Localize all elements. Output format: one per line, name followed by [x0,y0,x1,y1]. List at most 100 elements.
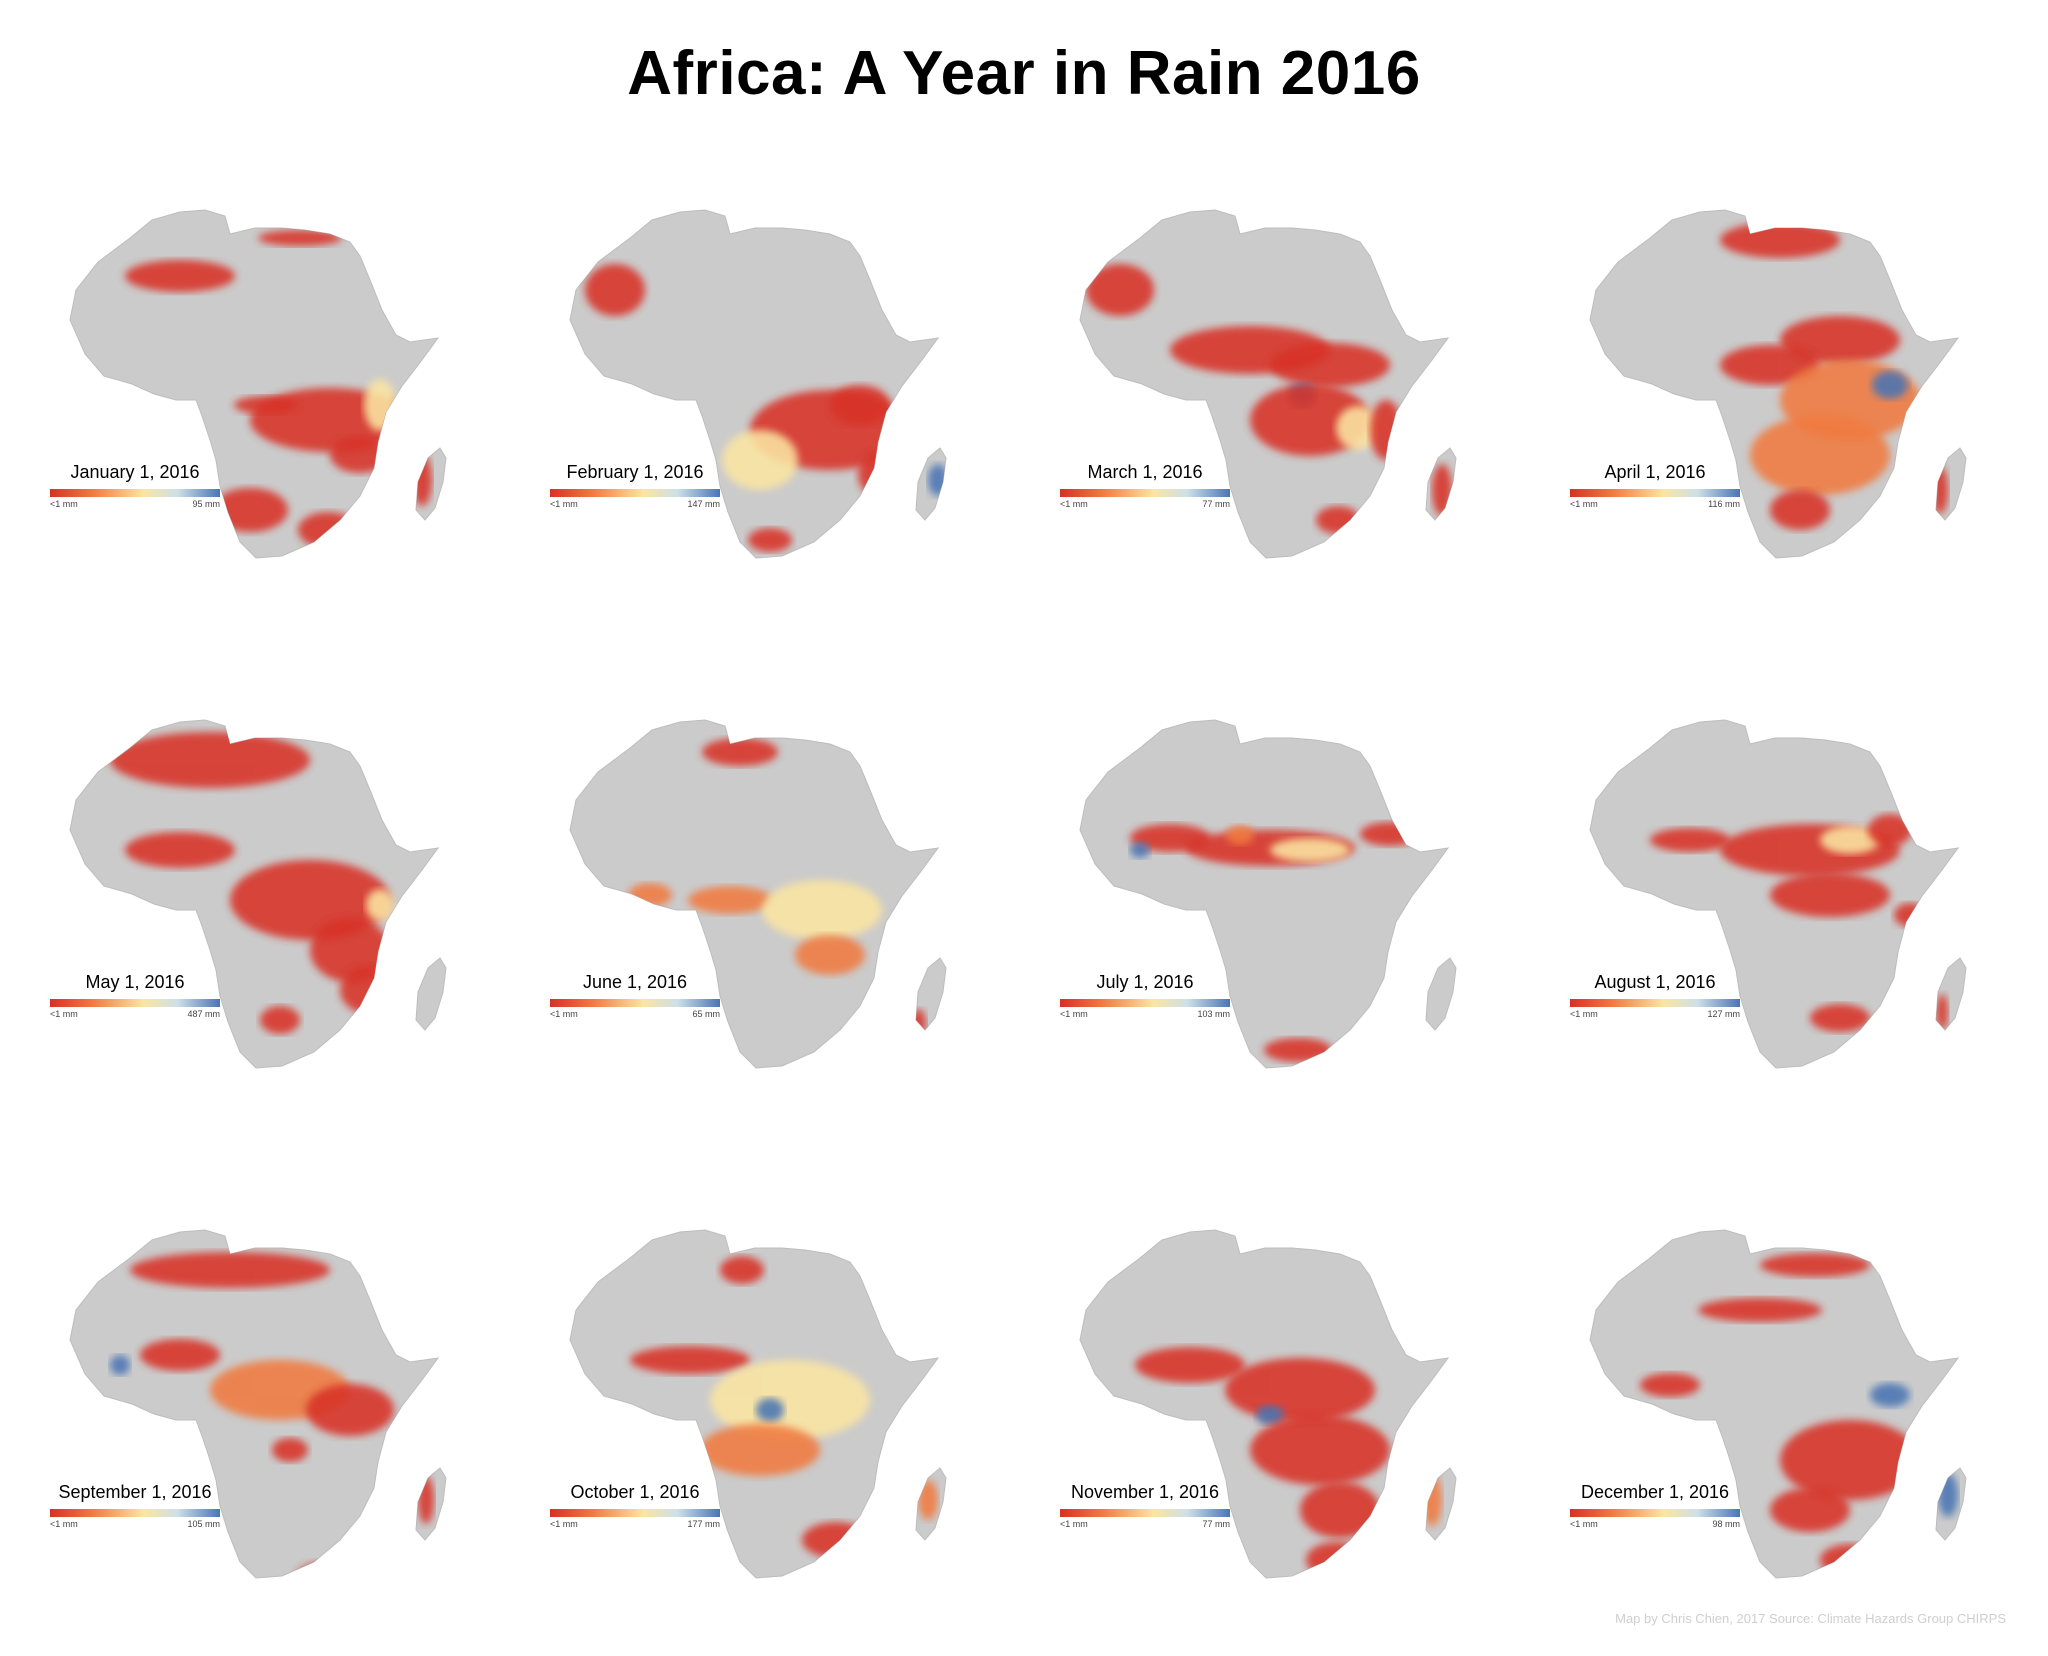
rainfall-area [1780,316,1900,364]
rainfall-area [1422,1474,1442,1526]
rainfall-area [1640,1373,1700,1397]
legend-color-ramp [50,999,220,1007]
legend-max-label: 77 mm [1202,499,1230,509]
rainfall-area [295,1562,355,1578]
rainfall-layer [1086,264,1452,534]
legend-date: April 1, 2016 [1604,462,1706,482]
rainfall-area [110,1355,130,1375]
rainfall-area [1086,264,1154,316]
legend-min-label: <1 mm [1570,499,1598,509]
rain-legend: August 1, 2016 <1 mm 127 mm [1570,972,1740,1021]
rainfall-layer [1650,814,1948,1032]
rainfall-area [1770,873,1890,917]
legend-color-ramp [1060,1509,1230,1517]
map-panel: March 1, 2016 <1 mm 77 mm [1040,190,1500,600]
map-panel: December 1, 2016 <1 mm 98 mm [1550,1210,2010,1620]
rainfall-area [340,966,400,1014]
page-title: Africa: A Year in Rain 2016 [627,39,1421,108]
legend-date: August 1, 2016 [1594,972,1716,992]
madagascar-landmass [415,957,447,1031]
rain-legend: February 1, 2016 <1 mm 147 mm [550,462,720,511]
rain-map [569,719,947,1069]
rainfall-area [260,1006,300,1034]
rainfall-area [585,264,645,316]
rainfall-area [1225,1358,1375,1422]
rainfall-area [756,1398,784,1422]
rain-map [569,1229,947,1579]
rainfall-area [702,738,778,766]
legend-min-label: <1 mm [50,1519,78,1529]
legend-max-label: 103 mm [1197,1009,1230,1019]
rainfall-area [258,230,342,246]
legend-date: March 1, 2016 [1087,462,1203,482]
rainfall-area [720,1256,764,1284]
rainfall-area [1306,1542,1366,1578]
legend-min-label: <1 mm [550,1519,578,1529]
rainfall-area [1938,1473,1958,1517]
legend-max-label: 147 mm [687,499,720,509]
rainfall-area [1698,1298,1822,1322]
legend-max-label: 116 mm [1708,499,1740,509]
legend-min-label: <1 mm [1060,499,1088,509]
rainfall-area [1770,490,1830,530]
rainfall-area [1872,371,1908,399]
rain-legend: September 1, 2016 <1 mm 105 mm [50,1482,220,1531]
rainfall-area [1720,345,1820,385]
rainfall-area [1130,842,1150,858]
rainfall-area [412,454,432,506]
rainfall-area [1250,1415,1390,1485]
rain-map [569,209,947,559]
map-panel: April 1, 2016 <1 mm 116 mm [1550,190,2010,600]
legend-max-label: 105 mm [187,1519,220,1529]
legend-min-label: <1 mm [50,1009,78,1019]
legend-date: November 1, 2016 [1070,1482,1220,1502]
rainfall-area [1870,1383,1910,1407]
map-panel: August 1, 2016 <1 mm 127 mm [1550,700,2010,1110]
legend-max-label: 127 mm [1707,1009,1740,1019]
legend-color-ramp [50,489,220,497]
rainfall-area [298,512,358,548]
legend-min-label: <1 mm [550,1009,578,1019]
rainfall-area [1750,415,1890,495]
rainfall-area [140,1339,220,1371]
source-credit: Map by Chris Chien, 2017 Source: Climate… [1615,1611,2006,1626]
rain-map [69,719,447,1069]
legend-date: February 1, 2016 [566,462,704,482]
legend-color-ramp [50,1509,220,1517]
legend-max-label: 65 mm [692,1009,720,1019]
rainfall-area [802,1522,870,1558]
rainfall-area [1650,828,1730,852]
rainfall-area [1780,1420,1920,1500]
rainfall-area [858,451,910,499]
rainfall-area [234,396,298,414]
rainfall-area [125,832,235,868]
rainfall-area [748,528,792,552]
rainfall-area [918,1480,938,1520]
legend-color-ramp [550,999,720,1007]
rainfall-area [1135,1347,1245,1383]
rainfall-area [1810,1004,1870,1032]
rain-legend: November 1, 2016 <1 mm 77 mm [1060,1482,1230,1531]
madagascar-landmass [1425,957,1457,1031]
map-panel: September 1, 2016 <1 mm 105 mm [30,1210,490,1620]
rain-map [1589,1229,1967,1579]
legend-max-label: 77 mm [1202,1519,1230,1529]
rainfall-area [212,488,288,532]
legend-date: January 1, 2016 [70,462,200,482]
map-panel: January 1, 2016 <1 mm 95 mm [30,190,490,600]
rain-legend: December 1, 2016 <1 mm 98 mm [1570,1482,1740,1531]
rainfall-area [1932,466,1948,514]
rain-map [1079,1229,1457,1579]
legend-color-ramp [550,1509,720,1517]
legend-date: June 1, 2016 [582,972,688,992]
rain-map [1589,719,1967,1069]
legend-max-label: 487 mm [187,1009,220,1019]
rainfall-area [1720,222,1840,258]
rain-map [1079,719,1457,1069]
rainfall-area [1936,994,1948,1030]
legend-color-ramp [1570,999,1740,1007]
rainfall-area [910,1009,926,1037]
rain-legend: March 1, 2016 <1 mm 77 mm [1060,462,1230,511]
legend-date: July 1, 2016 [1096,972,1194,992]
